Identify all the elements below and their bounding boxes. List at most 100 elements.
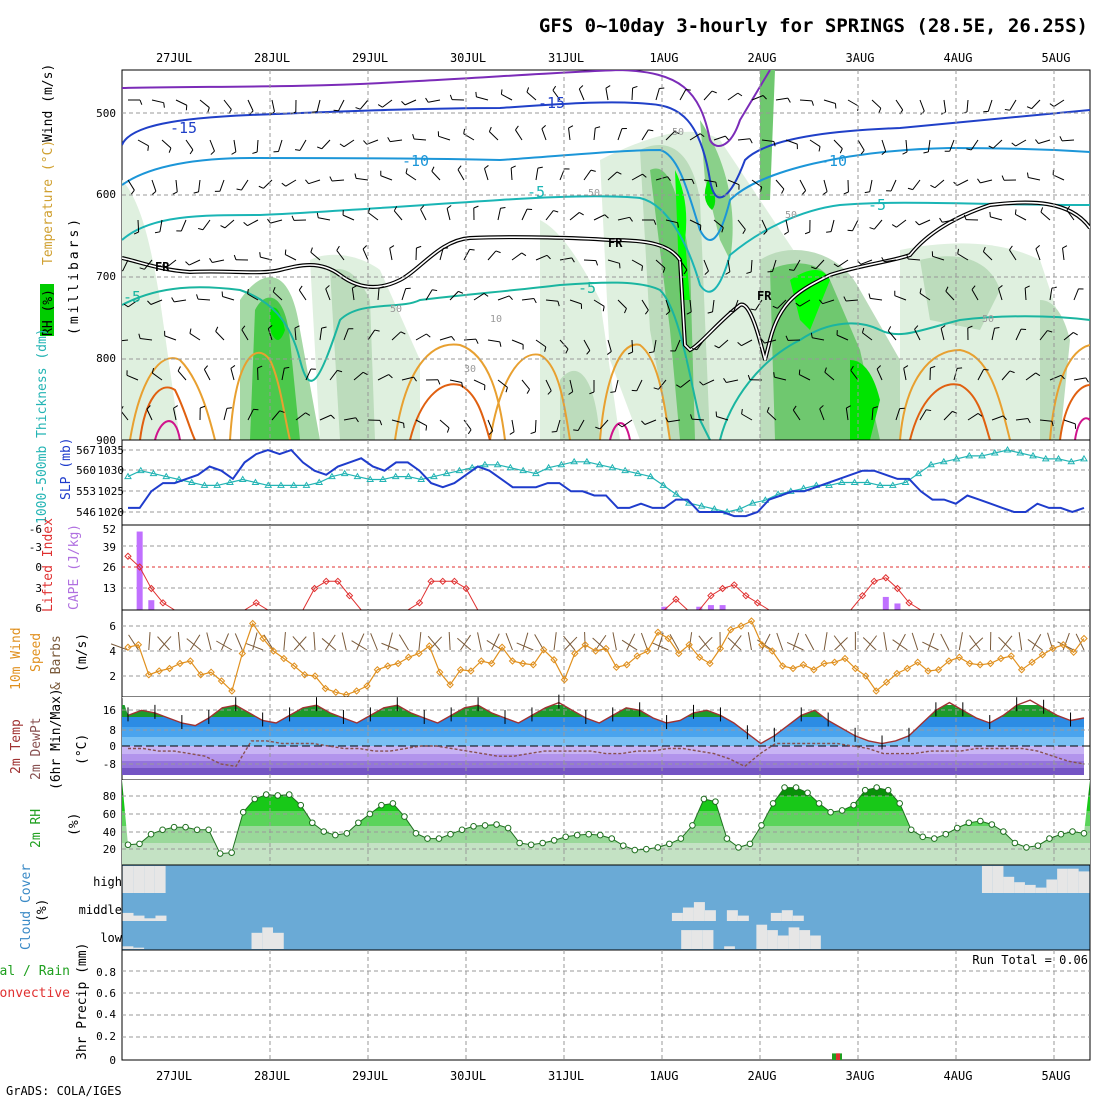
wind-barb-flag — [426, 333, 431, 338]
wind-barb — [1063, 419, 1076, 425]
wind-barb — [869, 179, 873, 192]
wind-barb — [871, 99, 882, 109]
rh-point — [942, 830, 950, 838]
surface-barb — [553, 632, 557, 651]
ytick-label: 0 — [109, 1054, 116, 1067]
wind-speed-point — [176, 659, 184, 668]
wind-barb — [845, 408, 849, 421]
wind-speed-point — [259, 634, 267, 643]
wind-barb-flag — [967, 325, 973, 329]
wind-speed-point — [155, 667, 163, 675]
precip-grid — [122, 950, 1090, 1060]
label-10m-wind: 10m Wind — [9, 627, 24, 690]
wind-barb — [741, 413, 753, 421]
wind-barb-flag — [677, 222, 679, 228]
wind-barb — [569, 379, 574, 392]
rh-point — [1023, 844, 1030, 851]
surface-barb — [292, 636, 306, 651]
wind-barb — [881, 139, 887, 152]
surface-barb — [747, 632, 752, 651]
wind-panel: 6 4 2 10m Wind Speed & Barbs (m/s) — [9, 609, 1091, 699]
wind-barb-flag — [1009, 370, 1015, 374]
freezing-level — [122, 200, 1090, 361]
li-point — [753, 599, 762, 607]
wind-speed-line — [127, 620, 1085, 696]
wind-barb — [750, 259, 753, 273]
upper-air-panel: -15 -15 -10 -10 -5 -5 -5 -5 FR FR FR 50 … — [40, 64, 1091, 447]
wind-speed-point — [934, 666, 943, 674]
wind-barb-flag — [367, 207, 371, 213]
wind-barb — [977, 369, 985, 381]
rh-point — [481, 822, 489, 829]
wind-speed-point — [986, 659, 995, 668]
wind-barb-flag — [259, 252, 261, 258]
wind-barb-flag — [151, 190, 157, 195]
wind-barb — [605, 88, 609, 101]
thickness-point — [187, 478, 196, 485]
wind-barb — [857, 139, 865, 151]
wind-barb-flag — [930, 365, 936, 369]
surface-barb — [834, 637, 848, 651]
rh-point — [919, 833, 927, 841]
surface-barb — [1047, 632, 1054, 651]
thickness-point — [990, 448, 999, 456]
surface-barb — [448, 631, 451, 651]
ytick-label: 500 — [96, 107, 116, 120]
wind-barb-flag — [818, 146, 821, 152]
ytick-label: -6 — [29, 523, 42, 536]
wind-barb — [535, 254, 548, 261]
surface-barb — [730, 635, 742, 651]
wind-barb-flag — [665, 417, 669, 423]
thickness-point — [277, 481, 285, 488]
wind-barb-flag — [533, 298, 537, 304]
wind-barb-flag — [530, 431, 536, 435]
rh-point — [608, 835, 616, 842]
wind-barb-flag — [355, 417, 359, 423]
wind-barb-flag — [723, 378, 727, 383]
wind-barb — [617, 128, 623, 141]
label-precip: 3hr Precip (mm) — [75, 943, 90, 1060]
rh-point — [815, 800, 823, 807]
wind-barb — [122, 259, 129, 272]
wind-barb-flag — [362, 371, 368, 376]
wind-barb — [319, 328, 323, 341]
wind-barb — [1031, 99, 1041, 109]
wind-barb — [267, 328, 273, 341]
rh-point — [147, 830, 155, 838]
wind-barb — [792, 409, 801, 421]
wind-barb-flag — [133, 231, 139, 235]
wind-speed-point — [394, 659, 402, 668]
ytick-label: 0 — [35, 561, 42, 574]
wind-barb-flag — [881, 151, 887, 155]
wind-barb-flag — [200, 405, 206, 409]
ytick-label: 20 — [103, 843, 116, 856]
surface-barb — [148, 632, 151, 651]
wind-barb-flag — [475, 91, 477, 97]
thickness-point — [340, 469, 349, 477]
wind-barb-flag — [864, 191, 870, 194]
wind-barb — [325, 288, 331, 301]
surface-barb — [563, 635, 576, 651]
wind-barb-flag — [541, 125, 546, 130]
rh-point — [493, 821, 500, 828]
ytick-label: 1030 — [98, 464, 125, 477]
cape-bar — [882, 596, 889, 610]
wind-speed-point — [965, 659, 974, 668]
wind-barb-flag — [500, 206, 506, 209]
li-point — [322, 577, 330, 586]
surface-barb — [313, 632, 316, 651]
wind-barb-flag — [994, 326, 1000, 329]
wind-barb-flag — [632, 85, 638, 89]
wind-barb-flag — [413, 376, 417, 382]
wind-barb — [593, 299, 605, 307]
wind-speed-point — [1028, 658, 1036, 666]
wind-barb — [415, 419, 427, 427]
wind-barb-flag — [312, 111, 318, 113]
temp-grid — [122, 697, 1090, 780]
wind-barb-flag — [547, 390, 552, 395]
rh-point — [1057, 830, 1065, 838]
wind-speed-point — [820, 659, 828, 668]
surface-barb — [491, 633, 500, 651]
wind-barb — [912, 179, 921, 190]
rh-point — [1046, 835, 1053, 842]
